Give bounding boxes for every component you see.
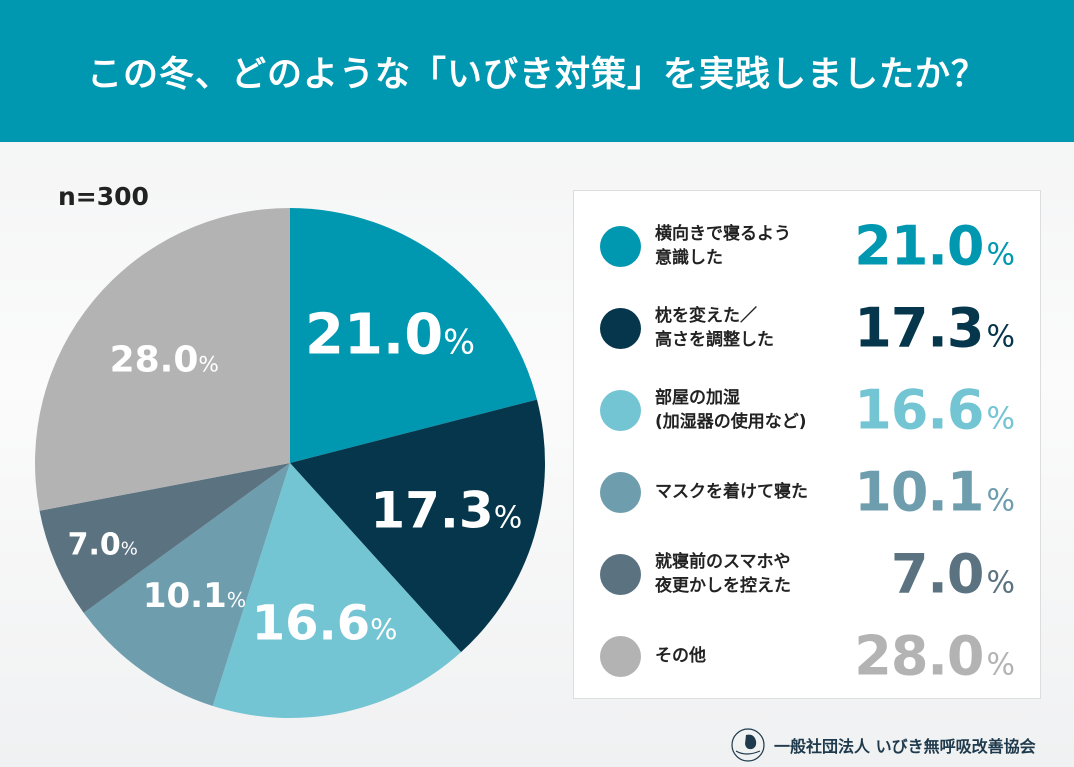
pie-slice: [39, 463, 290, 613]
legend-swatch: [600, 308, 641, 349]
legend-value: 21.0%: [854, 214, 1015, 278]
legend-value: 7.0%: [890, 542, 1015, 606]
slice-data-label: 7.0%: [68, 528, 138, 563]
legend-label: 枕を変えた／ 高さを調整した: [655, 306, 774, 350]
legend-label: 就寝前のスマホや 夜更かしを控えた: [655, 552, 791, 596]
slice-data-label: 28.0%: [110, 340, 219, 381]
slice-data-label: 21.0%: [305, 303, 475, 368]
legend-value: 28.0%: [854, 624, 1015, 688]
organization-name: 一般社団法人 いびき無呼吸改善協会: [774, 737, 1036, 756]
legend-swatch: [600, 390, 641, 431]
pie-slice: [290, 399, 545, 653]
footer-org: 一般社団法人 いびき無呼吸改善協会: [730, 727, 1036, 763]
slice-data-label: 17.3%: [370, 482, 522, 540]
legend-swatch: [600, 554, 641, 595]
legend-label: その他: [655, 646, 706, 666]
legend-item: 部屋の加湿 (加湿器の使用など) 16.6%: [574, 370, 1040, 450]
pie-chart: 21.0% 17.3% 16.6%10.1%7.0% 28.0%: [34, 208, 545, 718]
legend-item: その他 28.0%: [574, 616, 1040, 696]
pie-slice: [83, 463, 290, 707]
legend-swatch: [600, 636, 641, 677]
legend-item: 枕を変えた／ 高さを調整した 17.3%: [574, 288, 1040, 368]
legend-swatch: [600, 472, 641, 513]
sample-size: n=300: [58, 182, 149, 211]
slice-data-label: 16.6%: [252, 595, 398, 651]
slice-data-label: 10.1%: [143, 576, 246, 616]
pie-slice: [212, 463, 462, 718]
legend: 横向きで寝るよう 意識した 21.0% 枕を変えた／ 高さを調整した 17.3% 部屋の…: [573, 190, 1041, 699]
page-title: この冬、どのような「いびき対策」を実践しましたか？: [86, 54, 987, 95]
legend-value: 16.6%: [854, 378, 1015, 442]
legend-item: マスクを着けて寝た 10.1%: [574, 452, 1040, 532]
legend-swatch: [600, 226, 641, 267]
legend-label: 部屋の加湿 (加湿器の使用など): [655, 388, 807, 432]
legend-item: 就寝前のスマホや 夜更かしを控えた 7.0%: [574, 534, 1040, 614]
header-banner: この冬、どのような「いびき対策」を実践しましたか？: [0, 0, 1074, 142]
legend-label: マスクを着けて寝た: [655, 482, 808, 502]
pie-slice: [290, 208, 537, 463]
pie-slice: [34, 208, 291, 511]
legend-value: 10.1%: [854, 460, 1015, 524]
organization-logo-icon: [731, 728, 765, 762]
legend-item: 横向きで寝るよう 意識した 21.0%: [574, 206, 1040, 286]
legend-label: 横向きで寝るよう 意識した: [655, 224, 791, 268]
legend-value: 17.3%: [854, 296, 1015, 360]
